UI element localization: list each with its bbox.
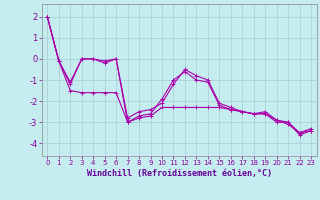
X-axis label: Windchill (Refroidissement éolien,°C): Windchill (Refroidissement éolien,°C) <box>87 169 272 178</box>
